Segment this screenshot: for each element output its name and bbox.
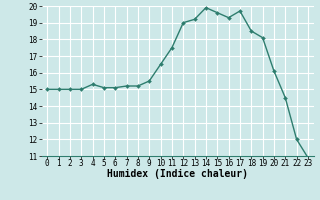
- X-axis label: Humidex (Indice chaleur): Humidex (Indice chaleur): [107, 169, 248, 179]
